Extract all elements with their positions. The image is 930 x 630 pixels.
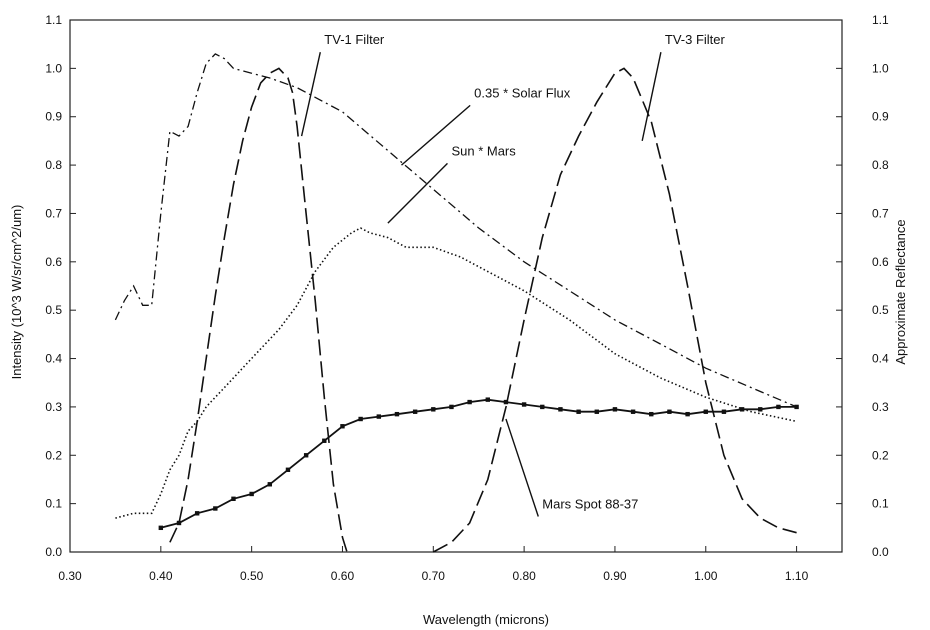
y-left-tick-label: 1.0 — [45, 61, 62, 75]
x-tick-label: 0.40 — [149, 569, 173, 583]
y-right-tick-label: 0.0 — [872, 545, 889, 559]
annotation-leader-sunmars — [387, 162, 448, 224]
data-point-marsspot — [776, 404, 781, 410]
data-point-marsspot — [521, 402, 527, 407]
y-axis-right: 0.0 0.1 0.2 0.3 0.4 0.5 0.6 0.7 0.8 0.9 1.0 1.1 — [836, 13, 889, 559]
x-tick-label: 1.10 — [785, 569, 809, 583]
data-point-marsspot — [540, 404, 545, 410]
y-left-tick-label: 0.4 — [45, 352, 62, 366]
x-axis-title: Wavelength (microns) — [423, 612, 549, 627]
y-left-tick-label: 0.2 — [45, 448, 62, 462]
series-line-marsspot — [160, 398, 797, 529]
data-point-marsspot — [376, 414, 381, 419]
data-point-marsspot — [394, 411, 400, 417]
series-line-tv3 — [432, 67, 797, 553]
annotation-leader-tv3 — [641, 52, 662, 142]
annotation-leader-tv1 — [300, 52, 321, 137]
y-right-tick-label: 1.0 — [872, 61, 889, 75]
y-left-tick-label: 0.8 — [45, 158, 62, 172]
data-point-marsspot — [303, 453, 309, 458]
y-left-tick-label: 0.6 — [45, 255, 62, 269]
data-point-marsspot — [194, 511, 200, 516]
x-tick-label: 0.70 — [422, 569, 446, 583]
y-right-tick-label: 0.9 — [872, 110, 889, 124]
data-point-marsspot — [503, 399, 509, 405]
y-right-tick-label: 1.1 — [872, 13, 889, 27]
data-point-marsspot — [703, 409, 708, 414]
data-point-marsspot — [431, 407, 436, 412]
y-left-tick-label: 0.9 — [45, 110, 62, 124]
series-layer — [114, 53, 799, 553]
data-point-marsspot — [249, 491, 254, 497]
x-tick-label: 0.60 — [331, 569, 355, 583]
data-point-marsspot — [267, 482, 273, 487]
y-axis-left: 0.0 0.1 0.2 0.3 0.4 0.5 0.6 0.7 0.8 0.9 1.0 1.1 — [45, 13, 76, 559]
data-point-marsspot — [340, 424, 345, 429]
annotation-leader-marsspot — [505, 418, 539, 517]
data-point-marsspot — [412, 409, 418, 414]
data-point-marsspot — [612, 407, 618, 412]
data-point-marsspot — [594, 409, 599, 414]
series-line-solar — [114, 53, 797, 408]
annotation-label-tv1: TV-1 Filter — [324, 32, 385, 47]
y-left-tick-label: 0.0 — [45, 545, 62, 559]
data-point-marsspot — [667, 409, 672, 414]
y-left-tick-label: 0.7 — [45, 206, 62, 220]
data-point-marsspot — [630, 409, 636, 414]
y-left-tick-label: 0.3 — [45, 400, 62, 414]
annotation-label-solar: 0.35 * Solar Flux — [474, 85, 571, 100]
data-point-marsspot — [739, 407, 745, 412]
series-line-sunmars — [115, 227, 797, 519]
annotation-leader-solar — [401, 104, 471, 166]
y-right-tick-label: 0.6 — [872, 255, 889, 269]
data-point-marsspot — [322, 438, 327, 443]
x-tick-label: 1.00 — [694, 569, 718, 583]
y-right-tick-label: 0.4 — [872, 352, 889, 366]
data-point-marsspot — [649, 411, 654, 417]
data-point-marsspot — [685, 411, 690, 417]
data-point-marsspot — [449, 404, 454, 410]
annotation-label-sunmars: Sun * Mars — [451, 143, 516, 158]
y-right-tick-label: 0.8 — [872, 158, 889, 172]
data-point-marsspot — [558, 407, 563, 412]
data-point-marsspot — [285, 467, 291, 472]
y-axis-left-title: Intensity (10^3 W/sr/cm^2/um) — [9, 205, 24, 380]
series-line-tv1 — [169, 67, 348, 553]
y-right-tick-label: 0.3 — [872, 400, 889, 414]
annotation-layer: TV-1 Filter 0.35 * Solar Flux Sun * Mars TV… — [300, 32, 726, 517]
data-point-marsspot — [485, 397, 490, 402]
x-tick-label: 0.30 — [58, 569, 82, 583]
y-axis-right-title: Approximate Reflectance — [893, 219, 908, 364]
y-right-tick-label: 0.2 — [872, 448, 889, 462]
y-right-tick-label: 0.7 — [872, 206, 889, 220]
y-right-tick-label: 0.5 — [872, 303, 889, 317]
x-tick-label: 0.80 — [512, 569, 536, 583]
data-point-marsspot — [358, 416, 363, 422]
x-tick-label: 0.90 — [603, 569, 627, 583]
y-left-tick-label: 0.5 — [45, 303, 62, 317]
data-point-marsspot — [758, 407, 763, 412]
annotation-label-marsspot: Mars Spot 88-37 — [542, 496, 638, 511]
plot-frame — [69, 19, 843, 553]
y-left-tick-label: 0.1 — [45, 497, 62, 511]
data-point-marsspot — [158, 525, 164, 531]
data-point-marsspot — [176, 520, 182, 526]
data-point-marsspot — [467, 399, 472, 405]
y-left-tick-label: 1.1 — [45, 13, 62, 27]
x-axis: 0.30 0.40 0.50 0.60 0.70 0.80 0.90 1.00 1.10 — [58, 546, 809, 583]
annotation-label-tv3: TV-3 Filter — [665, 32, 726, 47]
data-point-marsspot — [213, 506, 218, 511]
plot-border — [69, 19, 843, 553]
data-point-marsspot — [794, 404, 799, 410]
data-point-marsspot — [231, 496, 236, 501]
data-point-marsspot — [576, 409, 581, 414]
data-point-marsspot — [721, 409, 727, 414]
y-right-tick-label: 0.1 — [872, 497, 889, 511]
x-tick-label: 0.50 — [240, 569, 264, 583]
